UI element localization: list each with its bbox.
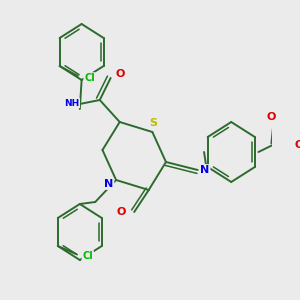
Text: NH: NH <box>64 98 79 107</box>
Text: N: N <box>104 179 113 189</box>
Text: O: O <box>295 140 300 150</box>
Text: Cl: Cl <box>84 73 95 83</box>
Text: O: O <box>115 69 124 79</box>
Text: O: O <box>117 207 126 217</box>
Text: Cl: Cl <box>82 251 93 261</box>
Text: O: O <box>266 112 276 122</box>
Text: S: S <box>149 118 157 128</box>
Text: N: N <box>200 165 210 175</box>
